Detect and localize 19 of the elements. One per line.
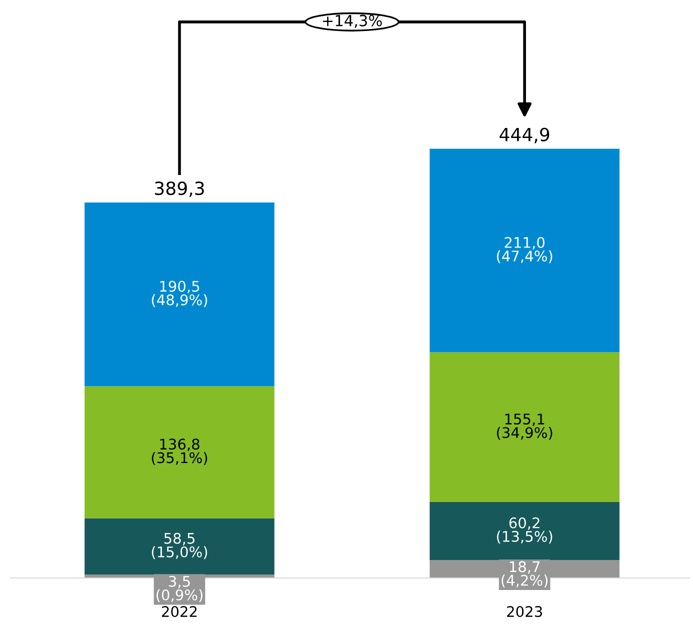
bar: [84, 386, 274, 518]
data-label: 60,2 (13,5%): [496, 517, 552, 544]
data-label: 3,5 (0,9%): [156, 576, 202, 602]
data-label: 190,5 (48,9%): [152, 280, 208, 308]
bar: [84, 518, 274, 575]
x-tick-label: 2023: [507, 606, 542, 618]
bar: [430, 148, 620, 352]
bar: [84, 202, 274, 386]
data-label: 58,5 (15,0%): [152, 532, 208, 560]
data-label: 211,0 (47,4%): [496, 236, 552, 264]
text: +14,3%: [322, 14, 382, 28]
data-label: 155,1 (34,9%): [496, 414, 552, 440]
x-tick-label: 2022: [162, 606, 197, 618]
data-label: 136,8 (35,1%): [152, 438, 208, 465]
total-label: 444,9: [500, 128, 550, 144]
bar: [430, 352, 620, 502]
data-label: 18,7 (4,2%): [502, 561, 548, 588]
total-label: 389,3: [155, 181, 204, 197]
bar: [430, 502, 620, 560]
